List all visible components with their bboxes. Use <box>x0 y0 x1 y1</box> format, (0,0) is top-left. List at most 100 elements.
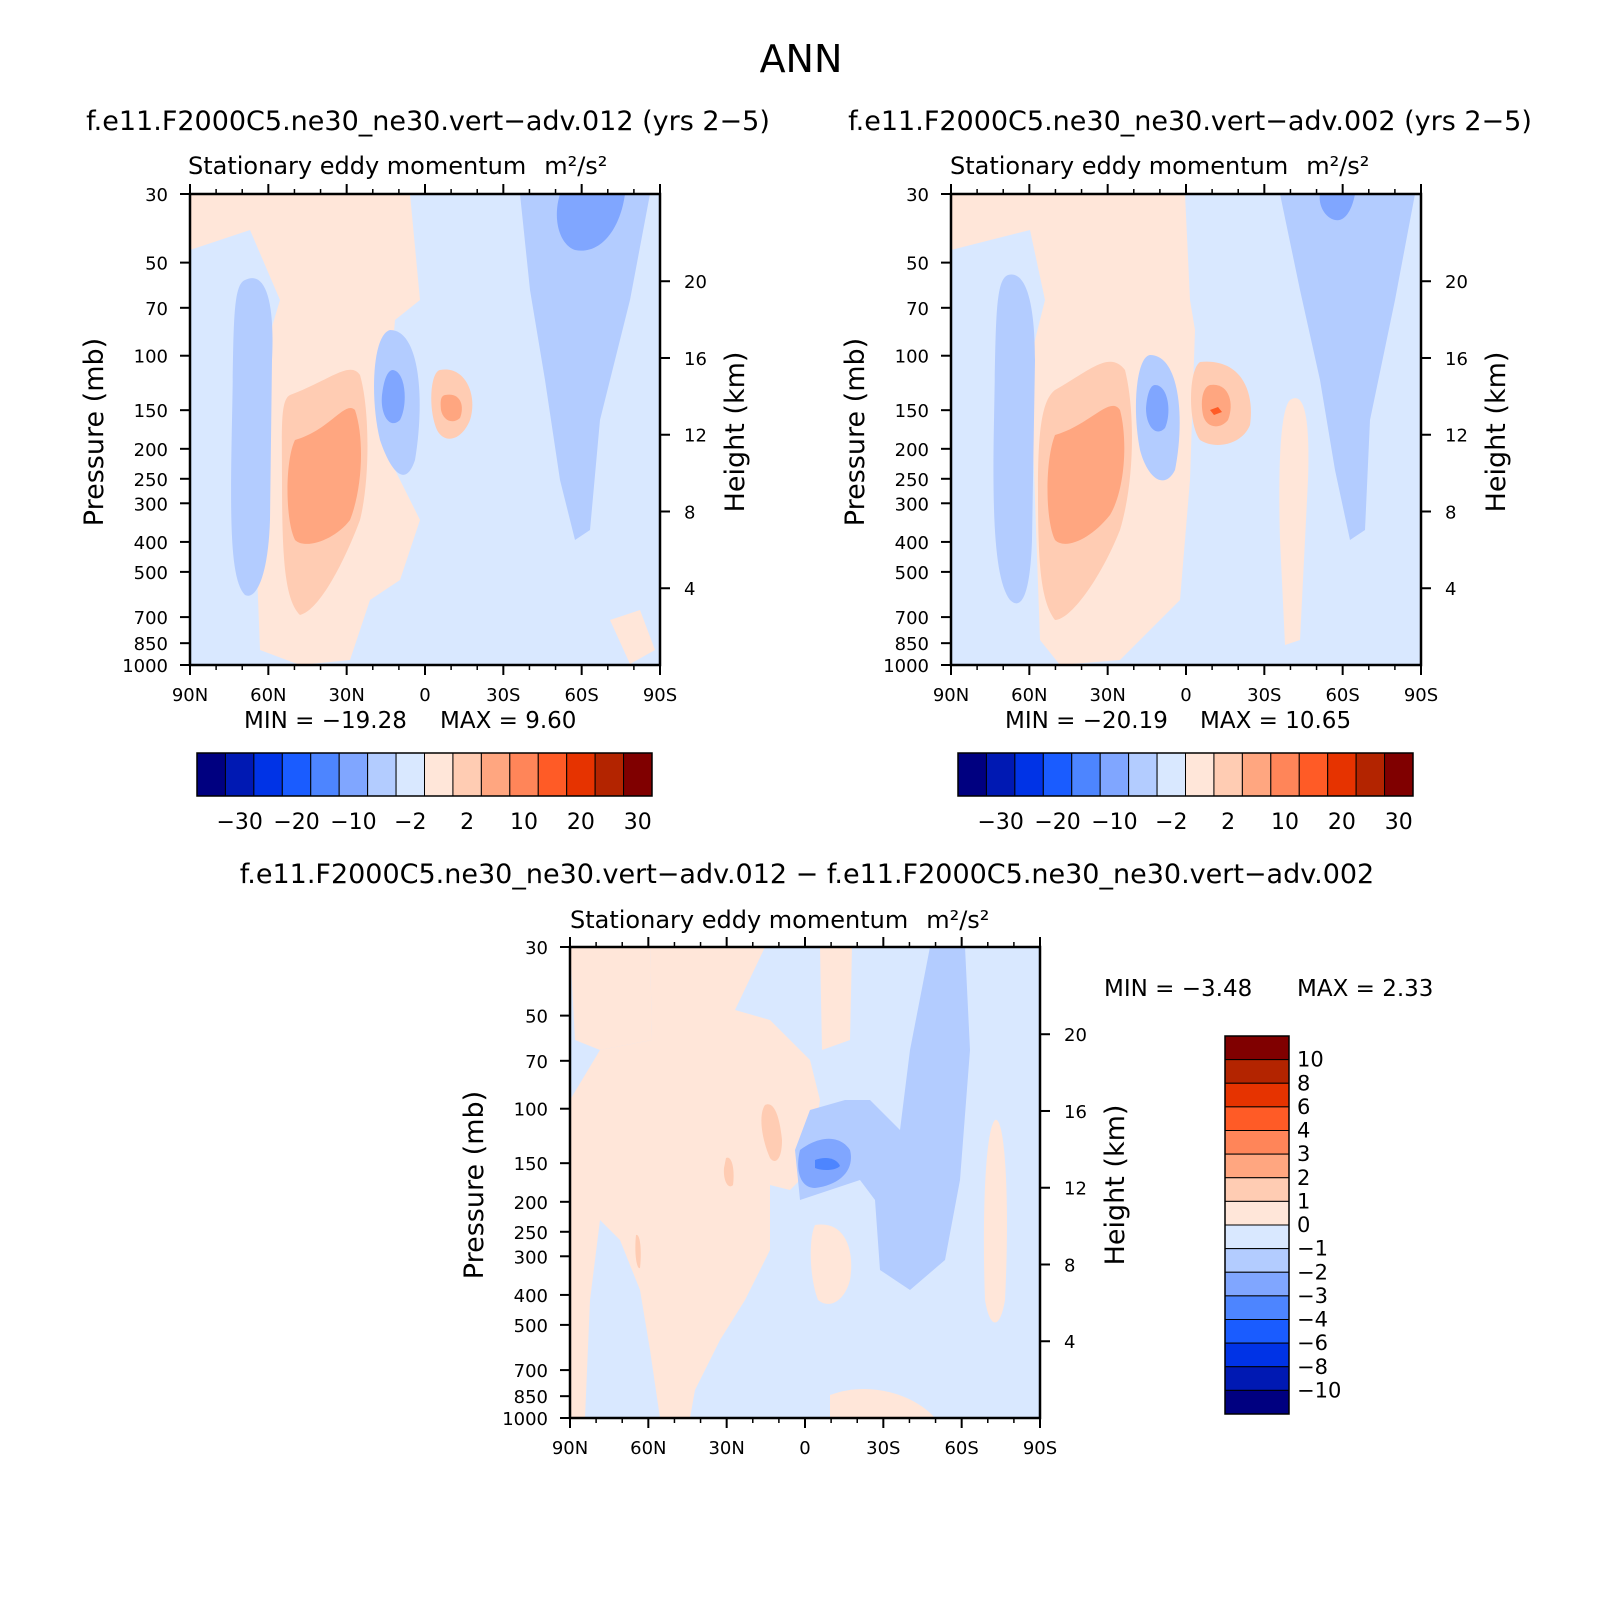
panel1-xtick-label: 90N <box>172 685 208 706</box>
panel2-colorbar-swatch <box>1355 752 1386 797</box>
panel3-ytick-label: 50 <box>525 1007 548 1028</box>
panel2-colorbar-swatch <box>1071 752 1101 797</box>
panel3-colorbar-label: 0 <box>1297 1213 1310 1237</box>
panel2-ytick-label: 1000 <box>883 656 929 677</box>
panel1-colorbar-swatch <box>452 752 482 797</box>
panel1-colorbar-swatch <box>253 752 283 797</box>
panel1-colorbar-swatch <box>338 752 369 797</box>
panel2-colorbar-swatch <box>1213 752 1243 797</box>
panel3-y2tick-label: 8 <box>1064 1255 1075 1276</box>
panel2-colorbar: −30 −20 −10 −2 2 10 20 30 <box>957 752 1414 835</box>
panel3-positive-region-3 <box>820 947 852 1050</box>
panel1-negative-core-2 <box>381 370 405 424</box>
panel3-colorbar-label: 3 <box>1297 1142 1310 1166</box>
panel3-variable-title: Stationary eddy momentum m²/s² <box>570 906 989 934</box>
panel1-ytick-label: 300 <box>134 494 168 515</box>
panel2-colorbar-label: −20 <box>1034 810 1080 835</box>
panel2-ytick-label: 250 <box>895 470 929 491</box>
panel3-colorbar-swatch <box>1224 1200 1290 1226</box>
panel3-ytick-label: 700 <box>514 1361 548 1382</box>
panel2-ytick-label: 100 <box>895 347 929 368</box>
panel1-ytick-label: 50 <box>145 254 168 275</box>
panel2-ylabel: Pressure (mb) <box>840 338 871 526</box>
panel3-xtick-label: 30S <box>866 1438 900 1459</box>
panel3-ytick-label: 850 <box>514 1387 548 1408</box>
panel2-negative-region <box>993 274 1035 604</box>
panel1-ytick-label: 30 <box>145 185 168 206</box>
panel2-xtick-label: 90S <box>1404 685 1438 706</box>
panel3-xtick-label: 90S <box>1023 1438 1057 1459</box>
panel3-plot: 90N 60N 30N 0 30S 60S 90S 30507010015020025030… <box>502 937 1087 1459</box>
panel3-colorbar-label: −10 <box>1297 1378 1341 1402</box>
panel1-xtick-label: 30N <box>328 685 364 706</box>
panel3-xtick-label: 60N <box>630 1438 666 1459</box>
panel2-min-label: MIN = −20.19 <box>1005 708 1168 734</box>
panel2-xtick-label: 0 <box>1180 685 1191 706</box>
panel2-colorbar-swatch <box>1270 752 1300 797</box>
panel1-y2-ticks: 20 16 12 8 4 <box>660 272 707 600</box>
panel1-ytick-label: 200 <box>134 440 168 461</box>
panel3-xtick-label: 90N <box>552 1438 588 1459</box>
panel2-colorbar-frame <box>957 752 1414 797</box>
panel1-ytick-label: 150 <box>134 401 168 422</box>
panel2-colorbar-label: 2 <box>1221 810 1235 835</box>
panel1-negative-region-2 <box>520 194 650 540</box>
panel3-ytick-label: 500 <box>514 1316 548 1337</box>
panel1-colorbar-swatch <box>480 752 511 797</box>
panel1-y2tick-label: 16 <box>684 349 707 370</box>
panel2-x-ticks: 90N 60N 30N 0 30S 60S 90S <box>933 184 1438 706</box>
panel3-colorbar-swatch <box>1224 1153 1290 1179</box>
panel3-ytick-label: 150 <box>514 1154 548 1175</box>
panel2-variable-title: Stationary eddy momentum m²/s² <box>950 152 1369 180</box>
panel3-colorbar-swatch <box>1224 1342 1290 1368</box>
panel1-ytick-label: 250 <box>134 470 168 491</box>
panel2-ytick-label: 850 <box>895 634 929 655</box>
panel2-colorbar-swatch <box>1014 752 1044 797</box>
panel3-xtick-label: 0 <box>799 1438 810 1459</box>
panel2-y2tick-label: 16 <box>1445 349 1468 370</box>
panel2-ytick-label: 70 <box>906 299 929 320</box>
panel1-negative-region <box>231 278 273 596</box>
panel2-units: m²/s² <box>1306 152 1369 180</box>
panel2-colorbar-swatch <box>1298 752 1329 797</box>
panel1-colorbar-swatch <box>395 752 425 797</box>
panel2-colorbar-swatch <box>1327 752 1357 797</box>
panel3-colorbar-swatch <box>1224 1295 1290 1320</box>
panel3-positive-region-2 <box>570 947 820 1418</box>
panel3-colorbar-label: 1 <box>1297 1189 1310 1213</box>
panel2-ytick-label: 150 <box>895 401 929 422</box>
panel3-min-label: MIN = −3.48 <box>1104 976 1252 1002</box>
panel1-positive-region-2 <box>610 610 655 664</box>
panel1-colorbar-label: −2 <box>394 810 426 835</box>
panel3-colorbar-swatch <box>1224 1389 1290 1415</box>
panel2-ytick-label: 200 <box>895 440 929 461</box>
panel2-negative-core <box>1319 194 1355 221</box>
panel1-colorbar-swatch <box>224 752 255 797</box>
panel2-colorbar-swatch <box>1128 752 1158 797</box>
diff-case-title: f.e11.F2000C5.ne30_ne30.vert−adv.012 − f… <box>240 859 1375 890</box>
panel3-positive-region <box>570 947 652 1050</box>
panel3-y2tick-label: 16 <box>1064 1102 1087 1123</box>
panel3-colorbar-swatch <box>1224 1130 1290 1155</box>
panel2-y2tick-label: 4 <box>1445 579 1456 600</box>
panel2-xtick-label: 30N <box>1089 685 1125 706</box>
panel1-positive-core <box>287 407 362 544</box>
panel1-variable-name: Stationary eddy momentum <box>188 152 526 180</box>
panel3-units: m²/s² <box>926 906 989 934</box>
panel3-colorbar-swatch <box>1224 1271 1290 1297</box>
panel3-y2-ticks: 20 16 12 8 4 <box>1040 1025 1087 1353</box>
panel3-colorbar-label: 6 <box>1297 1095 1310 1119</box>
panel3-positive-band <box>761 1104 782 1161</box>
panel1-colorbar-label: −30 <box>216 810 262 835</box>
panel3-ytick-label: 30 <box>525 938 548 959</box>
panel1-y2label: Height (km) <box>720 352 751 513</box>
panel1-colorbar-swatch <box>509 752 539 797</box>
panel1-colorbar-swatch <box>424 752 454 797</box>
panel1-max-label: MAX = 9.60 <box>440 708 576 734</box>
panel2-ytick-label: 30 <box>906 185 929 206</box>
panel1-colorbar-swatch <box>623 752 653 797</box>
panel3-xtick-label: 60S <box>944 1438 978 1459</box>
panel2-positive-peak <box>1210 407 1222 415</box>
